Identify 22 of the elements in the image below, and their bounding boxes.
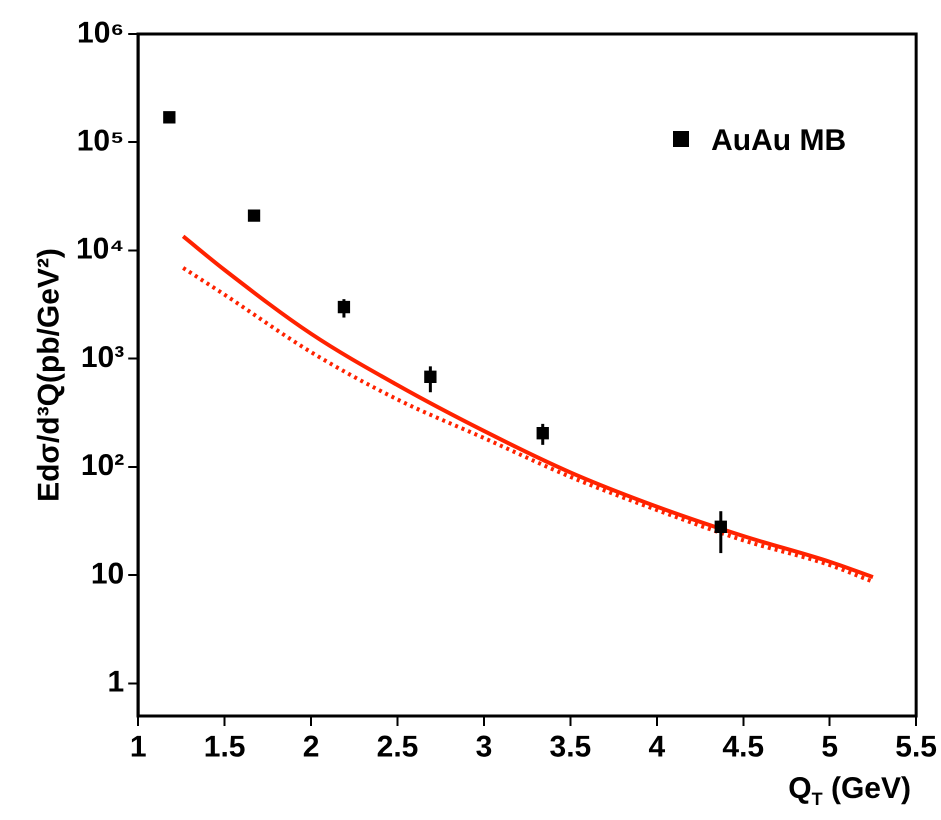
x-tick-label: 2 (302, 730, 320, 764)
x-tick-label: 1.5 (204, 730, 246, 764)
y-tick-label: 10⁶ (77, 16, 124, 50)
y-tick-label: 1 (108, 666, 124, 699)
point (163, 111, 176, 124)
y-tick-label: 10⁴ (76, 232, 124, 266)
y-axis-title: Edσ/d³Q(pb/GeV²) (32, 248, 66, 502)
y-tick-label: 10 (90, 557, 124, 590)
x-tick-label: 3 (476, 730, 492, 764)
y-tick-label: 10⁵ (76, 124, 124, 158)
x-tick-label: 4.5 (722, 730, 764, 764)
x-tick-label: 5.5 (895, 730, 938, 764)
point (248, 209, 260, 222)
legend-label: AuAu MB (711, 124, 846, 157)
y-tick-label: 10² (80, 449, 124, 482)
x-tick-label: 2.5 (376, 730, 418, 764)
y-tick-label: 10³ (80, 340, 124, 374)
x-axis-title: Q$_{T}$ (GeV) (788, 772, 911, 810)
x-tick-label: 1 (130, 730, 147, 764)
x-tick-label: 5 (821, 730, 838, 764)
x-tick-label: 3.5 (550, 730, 592, 764)
x-tick-label: 4 (648, 730, 666, 764)
